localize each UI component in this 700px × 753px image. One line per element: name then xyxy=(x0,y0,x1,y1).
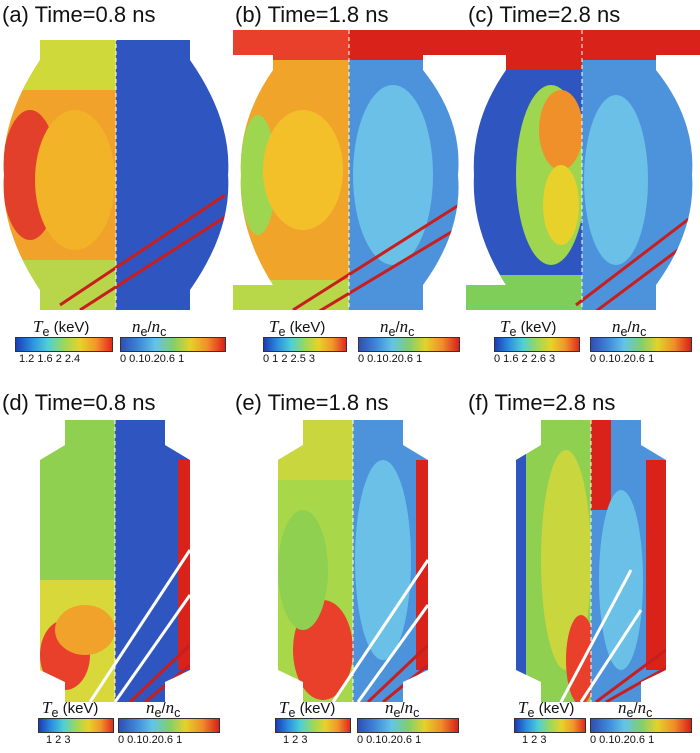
ne-colorbar-gradient xyxy=(590,337,692,352)
te-colorbar-ticks: 1 2 3 xyxy=(283,734,308,746)
ne-colorbar-ticks: 0 0.10.20.6 1 xyxy=(590,353,655,365)
ne-colorbar-label: ne/nc xyxy=(146,698,181,720)
te-colorbar-gradient xyxy=(275,718,351,733)
te-colorbar-gradient xyxy=(494,337,580,352)
te-colorbar: Te (keV) 1 2 3 xyxy=(38,698,118,753)
panel-f: (f) Time=2.8 ns Te (keV) 1 2 3 ne/nc 0 0… xyxy=(466,380,700,753)
panel-title: (f) Time=2.8 ns xyxy=(468,390,616,415)
te-colorbar-gradient xyxy=(38,718,114,733)
te-colorbar-ticks: 1 2 3 xyxy=(522,734,547,746)
ne-colorbar: ne/nc 0 0.10.20.6 1 xyxy=(118,698,223,753)
ne-colorbar-ticks: 0 0.10.20.6 1 xyxy=(590,734,655,746)
simulation-map xyxy=(278,420,428,702)
panel-title: (b) Time=1.8 ns xyxy=(235,2,389,27)
te-colorbar-label: Te (keV) xyxy=(33,317,90,339)
ne-colorbar-label: ne/nc xyxy=(612,317,647,339)
te-colorbar-ticks: 1.2 1.6 2 2.4 xyxy=(19,353,81,365)
te-colorbar-ticks: 0 1.6 2 2.6 3 xyxy=(494,353,556,365)
simulation-map xyxy=(466,30,700,310)
ne-colorbar-ticks: 0 0.10.20.6 1 xyxy=(357,734,422,746)
te-colorbar-label: Te (keV) xyxy=(269,317,326,339)
te-colorbar-label: Te (keV) xyxy=(500,317,557,339)
ne-colorbar-gradient xyxy=(357,718,459,733)
panel-title: (c) Time=2.8 ns xyxy=(468,2,621,27)
simulation-map xyxy=(516,420,666,702)
te-colorbar: Te (keV) 0 1.6 2 2.6 3 xyxy=(494,317,580,367)
panel-b: (b) Time=1.8 ns Te (keV) 0 1 2 2.5 3 ne/… xyxy=(233,0,466,370)
panel-e: (e) Time=1.8 ns Te (keV) 1 2 3 ne/nc 0 0… xyxy=(233,380,466,753)
ne-colorbar-ticks: 0 0.10.20.6 1 xyxy=(358,353,423,365)
ne-colorbar-gradient xyxy=(120,337,226,352)
ne-colorbar-gradient xyxy=(358,337,460,352)
simulation-map xyxy=(40,420,190,702)
te-colorbar: Te (keV) 0 1 2 2.5 3 xyxy=(263,317,348,367)
ne-colorbar: ne/nc 0 0.10.20.6 1 xyxy=(590,317,695,367)
ne-colorbar-ticks: 0 0.10.20.6 1 xyxy=(120,353,185,365)
te-colorbar: Te (keV) 1 2 3 xyxy=(514,698,594,753)
ne-colorbar: ne/nc 0 0.10.20.6 1 xyxy=(590,698,695,753)
te-colorbar-ticks: 1 2 3 xyxy=(46,734,71,746)
panel-c: (c) Time=2.8 ns Te (keV) 0 1.6 2 2.6 3 n… xyxy=(466,0,700,370)
ne-colorbar-label: ne/nc xyxy=(380,317,415,339)
te-colorbar-gradient xyxy=(15,337,113,352)
te-colorbar-label: Te (keV) xyxy=(42,698,99,720)
ne-colorbar-ticks: 0 0.10.20.6 1 xyxy=(118,734,183,746)
panel-title: (a) Time=0.8 ns xyxy=(2,2,156,27)
panel-d: (d) Time=0.8 ns Te (keV) 1 2 3 ne/nc 0 0… xyxy=(0,380,233,753)
ne-colorbar: ne/nc 0 0.10.20.6 1 xyxy=(357,698,462,753)
ne-colorbar-gradient xyxy=(118,718,220,733)
ne-colorbar: ne/nc 0 0.10.20.6 1 xyxy=(120,317,230,367)
panel-title: (e) Time=1.8 ns xyxy=(235,390,389,415)
ne-colorbar-label: ne/nc xyxy=(618,698,653,720)
te-colorbar: Te (keV) 1 2 3 xyxy=(275,698,355,753)
panel-title: (d) Time=0.8 ns xyxy=(2,390,156,415)
ne-colorbar-gradient xyxy=(590,718,692,733)
te-colorbar-ticks: 0 1 2 2.5 3 xyxy=(263,353,315,365)
ne-colorbar-label: ne/nc xyxy=(385,698,420,720)
simulation-map xyxy=(233,30,466,310)
te-colorbar-label: Te (keV) xyxy=(279,698,336,720)
te-colorbar-gradient xyxy=(514,718,586,733)
te-colorbar-gradient xyxy=(263,337,347,352)
te-colorbar-label: Te (keV) xyxy=(518,698,575,720)
te-colorbar: Te (keV) 1.2 1.6 2 2.4 xyxy=(15,317,115,367)
panel-a: (a) Time=0.8 ns Te (keV) 1.2 1.6 2 2.4 n… xyxy=(0,0,233,370)
simulation-map xyxy=(3,40,229,310)
ne-colorbar: ne/nc 0 0.10.20.6 1 xyxy=(358,317,463,367)
ne-colorbar-label: ne/nc xyxy=(132,317,167,339)
